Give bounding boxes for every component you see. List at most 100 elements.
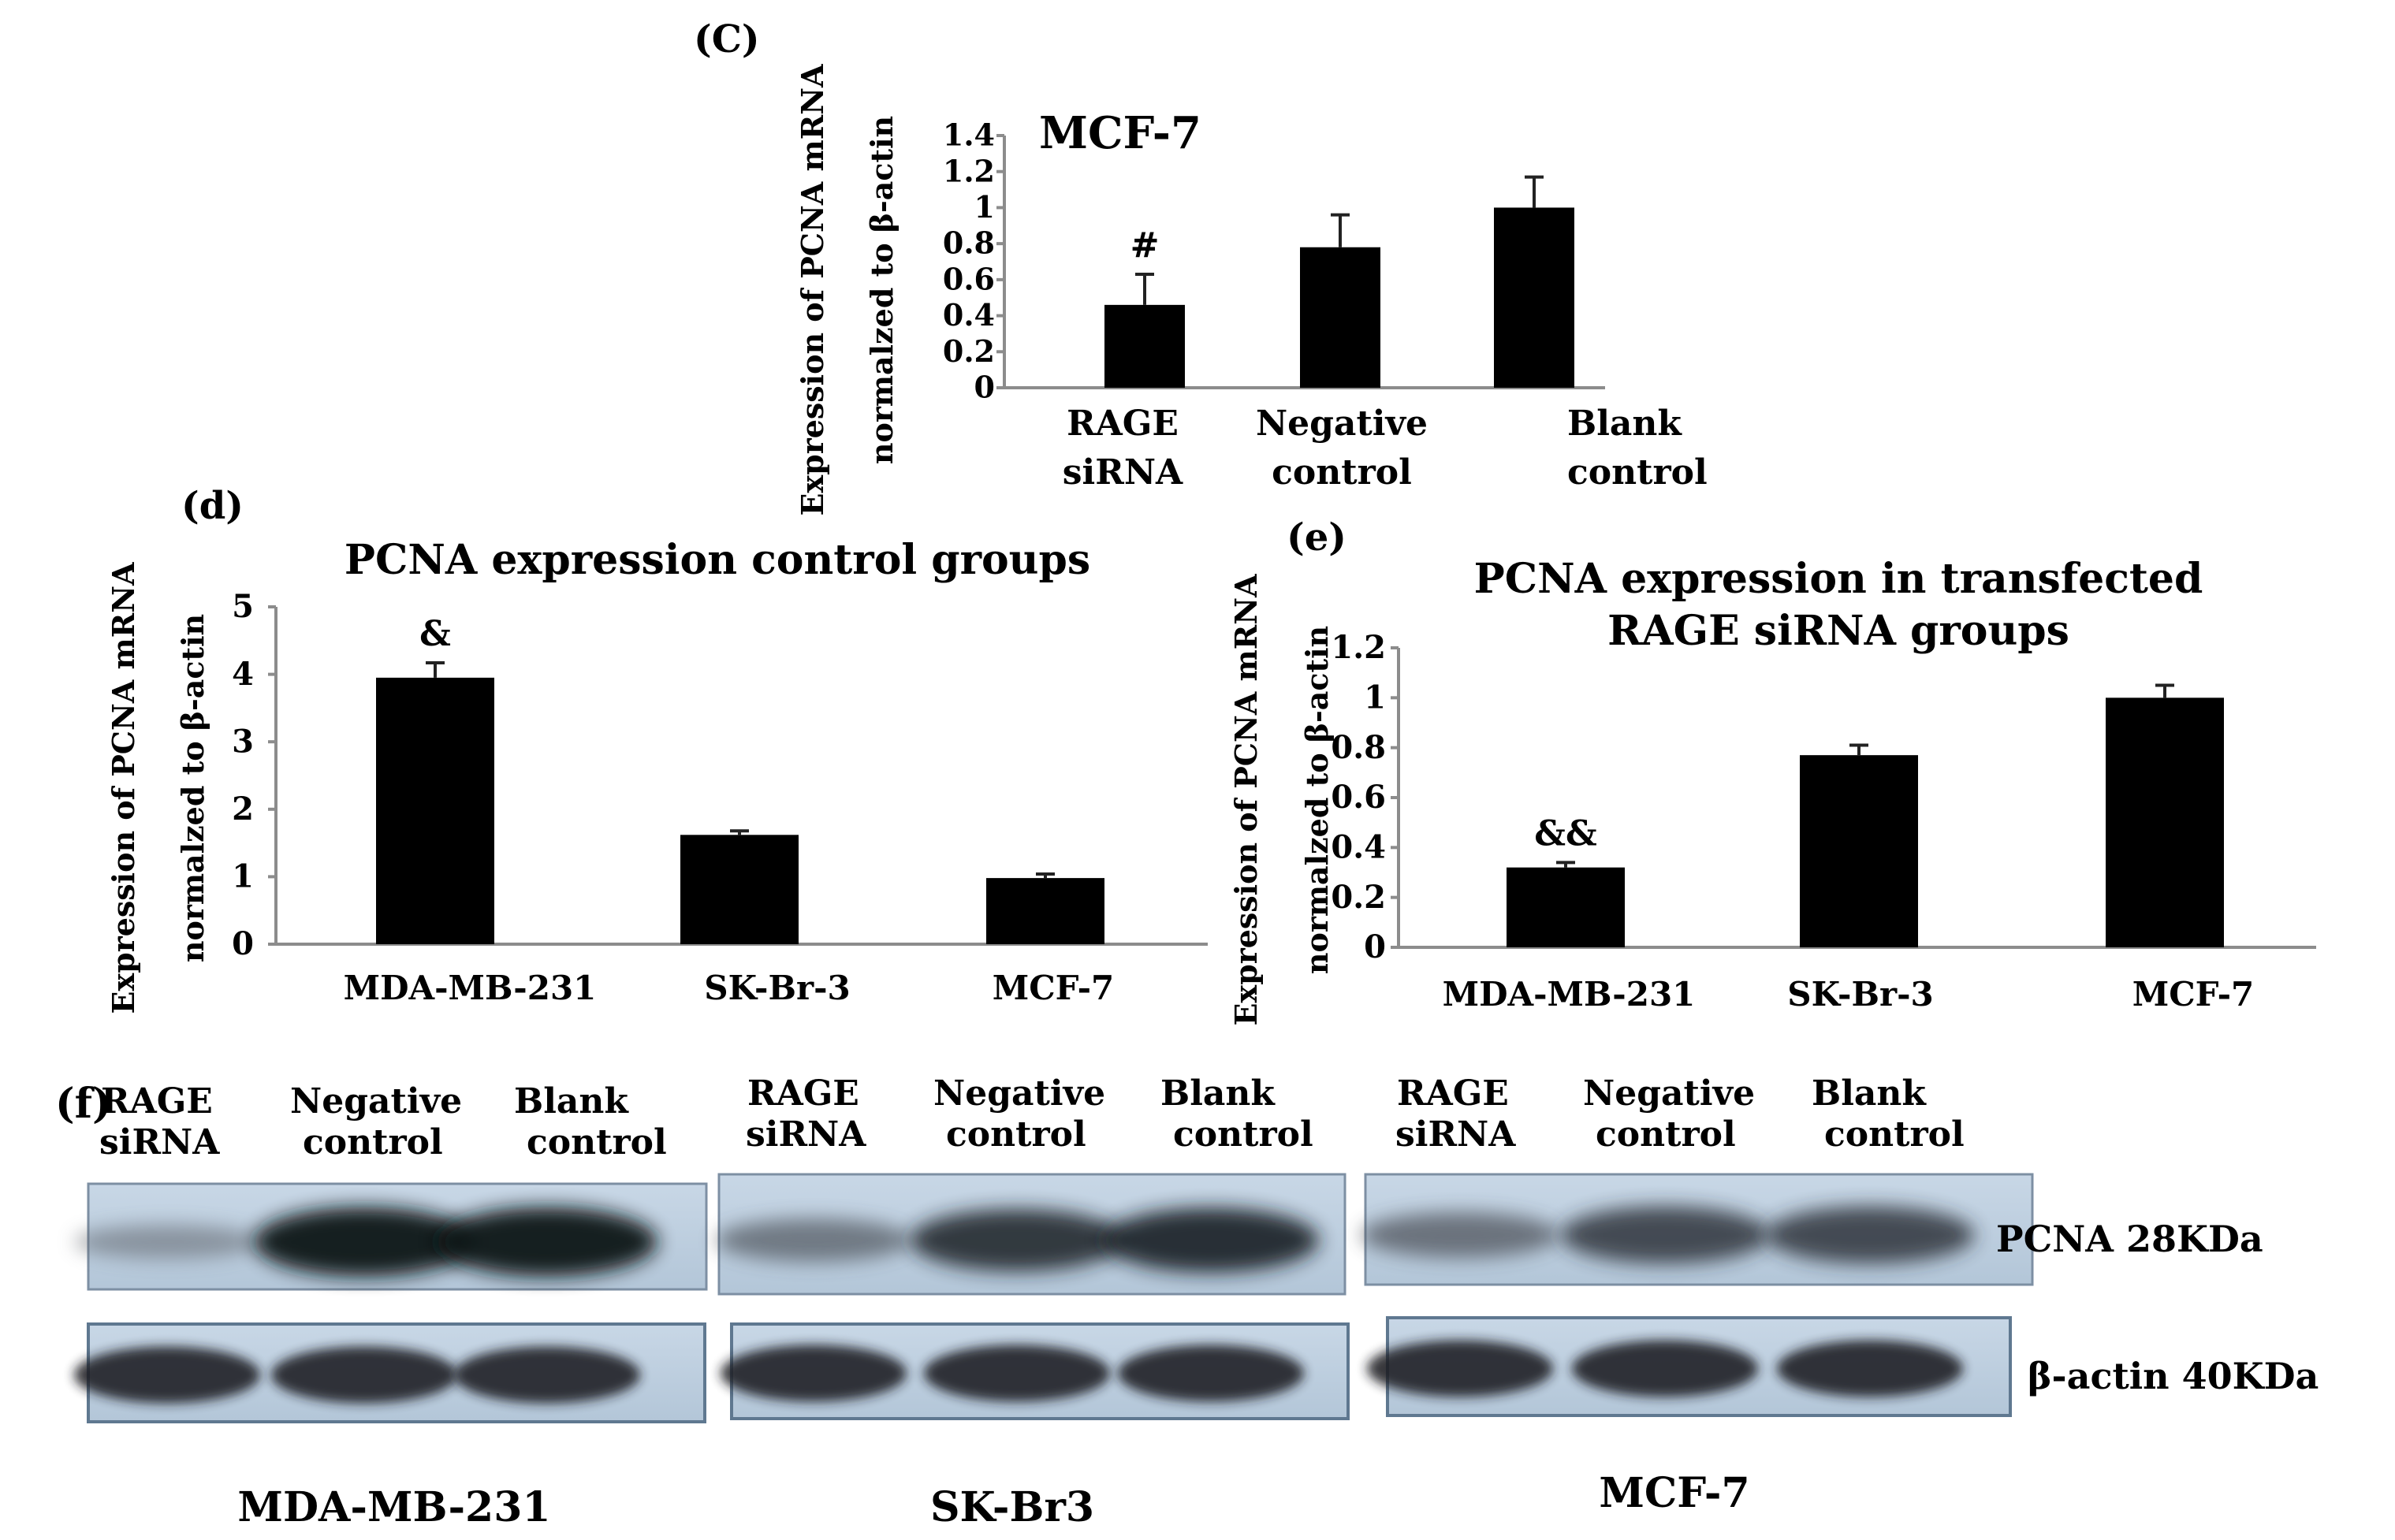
category-label: control xyxy=(1567,452,1708,493)
actin-band xyxy=(1367,1340,1553,1397)
blot-lane-label: Blank xyxy=(1812,1073,1927,1114)
y-tick-label: 0.4 xyxy=(1331,829,1386,866)
significance-marker: && xyxy=(1534,813,1596,854)
category-label: MDA-MB-231 xyxy=(344,969,597,1007)
blot-lane-label: RAGE xyxy=(101,1081,213,1122)
category-label: siRNA xyxy=(1063,452,1183,493)
panel-f-letter: (f) xyxy=(55,1080,112,1128)
panel-c-categories: RAGE siRNA Negative control Blank control xyxy=(1063,404,1708,493)
panel-c-ylabel-line1: Expression of PCNA mRNA xyxy=(795,64,830,516)
actin-band xyxy=(924,1345,1110,1402)
pcna-band xyxy=(74,1225,260,1259)
y-tick-label: 1.2 xyxy=(943,153,995,188)
actin-band xyxy=(74,1346,260,1404)
y-tick-label: 0.6 xyxy=(1331,779,1386,816)
bar xyxy=(1104,304,1185,388)
category-label: SK-Br-3 xyxy=(1787,975,1934,1014)
category-label: RAGE xyxy=(1067,404,1179,444)
panel-e-ylabel-line2: normalzed to β-actin xyxy=(1299,626,1335,974)
blot-lane-labels: RAGEsiRNANegativecontrolBlankcontrolRAGE… xyxy=(99,1073,1965,1162)
significance-marker: & xyxy=(419,614,451,654)
pcna-band xyxy=(1103,1207,1319,1273)
blot-lane-label: control xyxy=(303,1122,443,1162)
category-label: SK-Br-3 xyxy=(704,969,851,1007)
actin-band xyxy=(1572,1340,1758,1397)
panel-d-ylabel-line2: normalzed to β-actin xyxy=(175,614,210,962)
y-tick-label: 0.6 xyxy=(943,261,995,296)
blot-lane-label: RAGE xyxy=(747,1073,859,1114)
panel-d-categories: MDA-MB-231 SK-Br-3 MCF-7 xyxy=(344,969,1115,1007)
band-label-actin: β-actin 40KDa xyxy=(2028,1355,2319,1397)
blot-membranes xyxy=(74,1173,2034,1423)
bar xyxy=(1507,867,1625,947)
y-tick-label: 1.4 xyxy=(943,117,995,153)
blot-lane-label: siRNA xyxy=(746,1114,866,1155)
bar xyxy=(376,677,494,944)
blot-lane-label: siRNA xyxy=(1395,1114,1516,1155)
y-tick-label: 0.8 xyxy=(1331,729,1386,766)
blot-lane-label: RAGE xyxy=(1397,1073,1509,1114)
panel-c-y-ticks: 00.20.40.60.811.21.4 xyxy=(943,117,1004,405)
y-tick-label: 1.2 xyxy=(1331,629,1386,666)
panel-c-ylabel-line2: normalzed to β-actin xyxy=(864,116,900,464)
blot-lane-label: control xyxy=(527,1122,667,1162)
blot-lane-label: control xyxy=(1596,1114,1736,1155)
blot-lane-label: siRNA xyxy=(99,1122,220,1162)
panel-e-letter: (e) xyxy=(1287,515,1346,560)
panel-d-y-ticks: 0 1 2 3 4 5 xyxy=(232,588,276,962)
y-tick-label: 1 xyxy=(232,858,254,895)
pcna-band xyxy=(1560,1206,1770,1264)
actin-band xyxy=(454,1346,640,1404)
y-tick-label: 2 xyxy=(232,790,254,828)
pcna-band xyxy=(437,1207,657,1277)
blot-lane-label: control xyxy=(946,1114,1086,1155)
actin-band xyxy=(721,1345,907,1402)
y-tick-label: 1 xyxy=(974,189,995,225)
panel-e-bars: && xyxy=(1507,683,2224,947)
blot-cell-line-labels: MDA-MB-231 SK-Br3 MCF-7 xyxy=(237,1469,1749,1531)
actin-band xyxy=(1118,1345,1304,1402)
bar xyxy=(2106,697,2224,947)
blot-cell-line-label: MCF-7 xyxy=(1599,1469,1749,1517)
pcna-band xyxy=(1765,1206,1975,1264)
significance-marker: # xyxy=(1130,225,1160,266)
blot-cell-line-label: SK-Br3 xyxy=(930,1483,1094,1531)
category-label: control xyxy=(1272,452,1412,493)
y-tick-label: 4 xyxy=(232,656,254,693)
blot-cell-line-label: MDA-MB-231 xyxy=(237,1483,550,1531)
blot-lane-label: control xyxy=(1173,1114,1313,1155)
actin-band xyxy=(271,1346,457,1404)
panel-d-letter: (d) xyxy=(181,484,244,528)
bar xyxy=(1494,207,1574,388)
band-label-pcna: PCNA 28KDa xyxy=(1996,1218,2263,1260)
chart-panel-c: (C) MCF-7 Expression of PCNA mRNA normal… xyxy=(694,17,1708,516)
panel-d-bars: & xyxy=(376,614,1104,944)
pcna-band xyxy=(254,1207,475,1277)
y-tick-label: 0.2 xyxy=(1331,879,1386,916)
y-tick-label: 0.2 xyxy=(943,333,995,369)
panel-e-ylabel-line1: Expression of PCNA mRNA xyxy=(1228,574,1264,1026)
bar xyxy=(1300,247,1380,388)
panel-e-title-line2: RAGE siRNA groups xyxy=(1607,607,2069,655)
pcna-band xyxy=(1361,1212,1559,1258)
y-tick-label: 0 xyxy=(974,370,995,405)
bar xyxy=(680,835,799,944)
blot-lane-label: Negative xyxy=(1583,1073,1755,1114)
bar xyxy=(986,878,1104,944)
panel-c-bars: # xyxy=(1104,175,1574,388)
category-label: MCF-7 xyxy=(993,969,1115,1007)
panel-c-title: MCF-7 xyxy=(1039,107,1201,159)
category-label: Blank xyxy=(1567,404,1682,444)
blot-lane-label: Blank xyxy=(514,1081,629,1122)
actin-band xyxy=(1777,1340,1963,1397)
chart-panel-e: (e) PCNA expression in transfected RAGE … xyxy=(1228,515,2316,1026)
blot-lane-label: control xyxy=(1824,1114,1965,1155)
blot-lane-label: Blank xyxy=(1160,1073,1276,1114)
y-tick-label: 5 xyxy=(232,588,254,625)
panel-e-y-ticks: 0 0.2 0.4 0.6 0.8 1 1.2 xyxy=(1331,629,1399,965)
panel-c-letter: (C) xyxy=(694,17,760,61)
y-tick-label: 1 xyxy=(1364,679,1386,716)
blot-lane-label: Negative xyxy=(290,1081,462,1122)
panel-d-title: PCNA expression control groups xyxy=(345,536,1090,584)
